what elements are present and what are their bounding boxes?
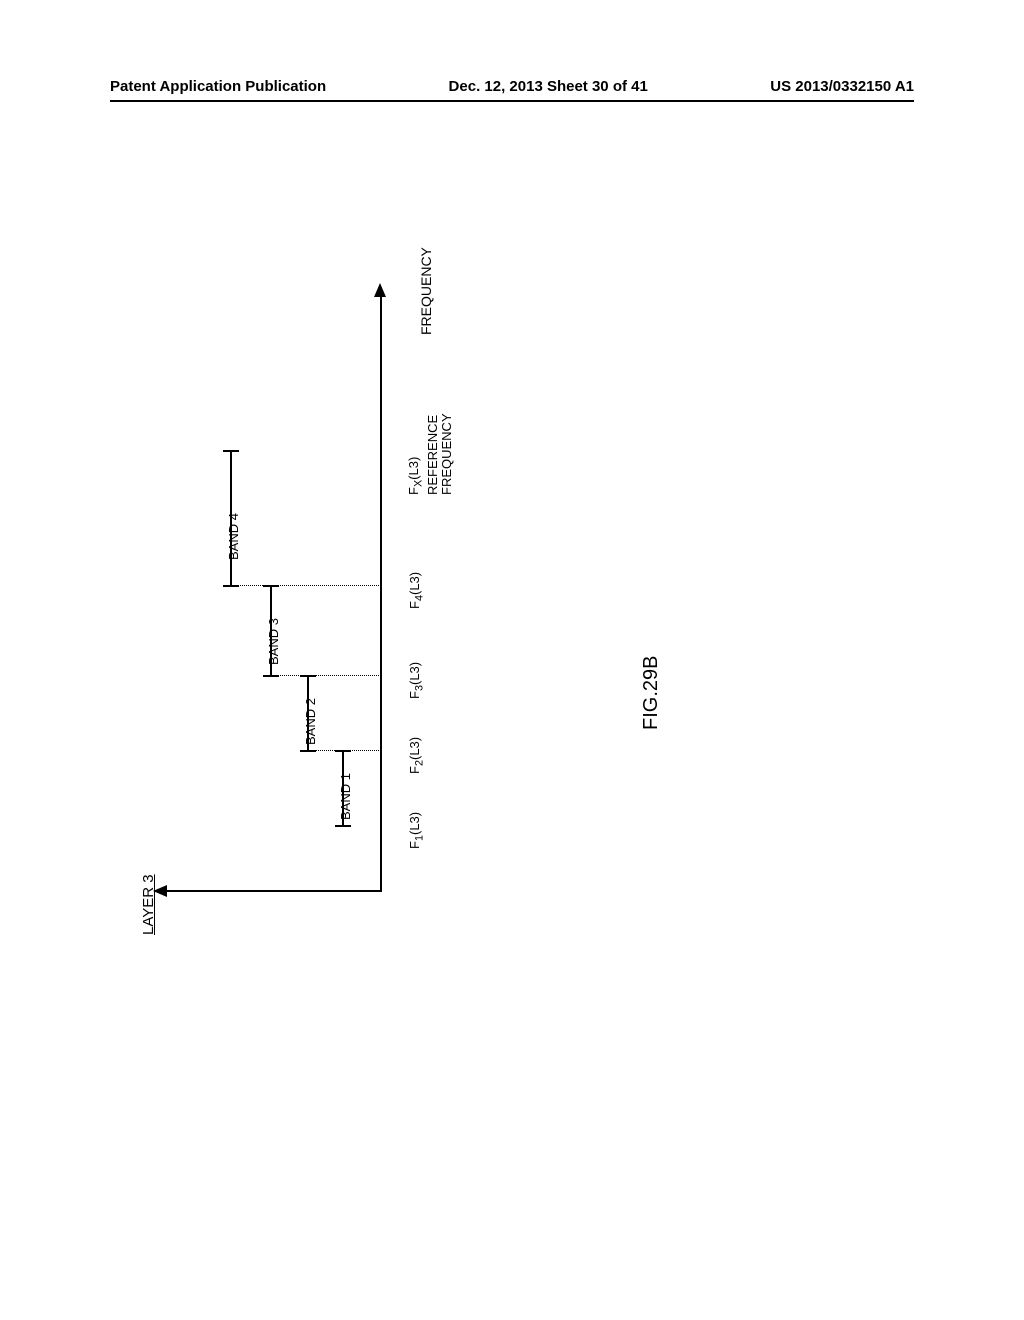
- tick-f1: F1(L3): [407, 812, 426, 849]
- frequency-axis-label: FREQUENCY: [418, 247, 434, 335]
- tick-f2-sub: 2: [414, 760, 426, 766]
- layer-label: LAYER 3: [140, 874, 157, 935]
- band-3-label: BAND 3: [266, 618, 281, 665]
- tick-f2: F2(L3): [407, 737, 426, 774]
- magnitude-axis: [162, 890, 382, 892]
- dotted-f4: [231, 585, 381, 586]
- band-4-label: BAND 4: [226, 513, 241, 560]
- tick-f4: F4(L3): [407, 572, 426, 609]
- figure-label: FIG.29B: [640, 656, 663, 730]
- ref-sub: X: [413, 480, 425, 487]
- figure-29b: LAYER 3 FREQUENCY BAND 1 BAND 2 BAND 3 B…: [170, 295, 570, 995]
- band-2-label: BAND 2: [303, 698, 318, 745]
- header-left: Patent Application Publication: [110, 78, 326, 95]
- frequency-axis-arrow: [374, 283, 386, 297]
- header-right: US 2013/0332150 A1: [770, 78, 914, 95]
- ref-line-3: FREQUENCY: [439, 413, 454, 495]
- dotted-f2: [308, 750, 381, 751]
- tick-f3-sub: 3: [414, 685, 426, 691]
- tick-f3: F3(L3): [407, 662, 426, 699]
- ref-line-2: REFERENCE: [425, 415, 440, 495]
- ref-l3: (L3): [406, 457, 421, 480]
- band-4-cap-a: [223, 450, 239, 452]
- tick-f1-sub: 1: [414, 835, 426, 841]
- header-rule: [110, 100, 914, 102]
- header-center: Dec. 12, 2013 Sheet 30 of 41: [449, 78, 648, 95]
- band-1-cap-b: [335, 825, 351, 827]
- dotted-f3: [271, 675, 381, 676]
- page-header: Patent Application Publication Dec. 12, …: [0, 78, 1024, 95]
- reference-freq-label: FX(L3) REFERENCE FREQUENCY: [407, 413, 454, 495]
- band-1-label: BAND 1: [338, 773, 353, 820]
- tick-f4-sub: 4: [414, 595, 426, 601]
- frequency-axis: [380, 295, 382, 890]
